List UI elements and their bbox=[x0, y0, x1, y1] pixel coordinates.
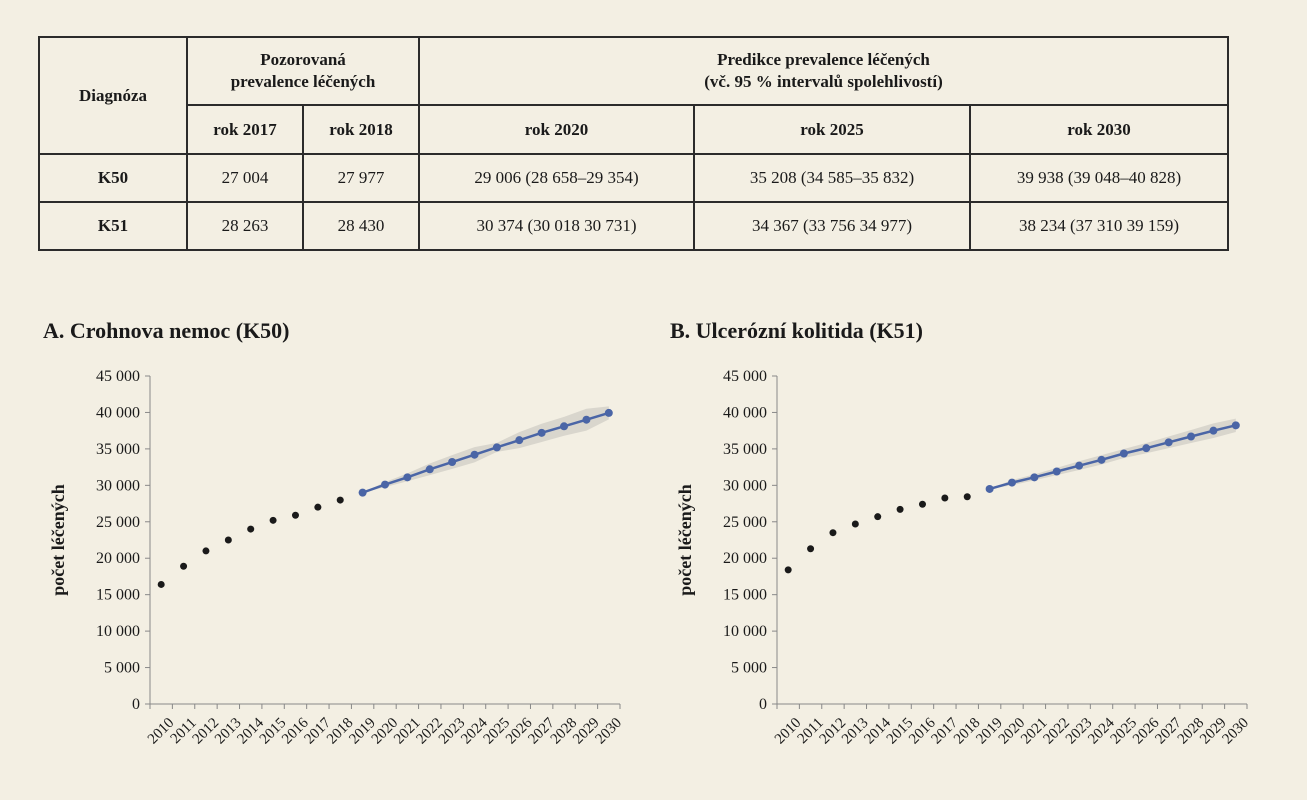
predicted-point bbox=[1142, 444, 1151, 453]
y-tick-label: 45 000 bbox=[723, 368, 767, 385]
table-cell: 27 004 bbox=[186, 153, 304, 203]
y-tick-label: 15 000 bbox=[723, 587, 767, 604]
predicted-point bbox=[492, 443, 501, 452]
predicted-point bbox=[1187, 432, 1196, 441]
y-axis-label: počet léčených bbox=[48, 484, 68, 595]
header-predicted: Predikce prevalence léčených (vč. 95 % i… bbox=[418, 36, 1229, 106]
y-tick-label: 0 bbox=[132, 696, 140, 713]
table-cell: 39 938 (39 048–40 828) bbox=[969, 153, 1229, 203]
predicted-point bbox=[470, 450, 479, 459]
observed-point bbox=[918, 500, 926, 508]
predicted-point bbox=[381, 480, 389, 489]
prevalence-table: Diagnóza Pozorovaná prevalence léčených … bbox=[38, 36, 1229, 251]
y-tick-label: 10 000 bbox=[723, 623, 767, 640]
y-tick-label: 45 000 bbox=[96, 368, 140, 385]
observed-point bbox=[314, 503, 322, 511]
y-tick-label: 35 000 bbox=[96, 441, 140, 458]
observed-point bbox=[336, 496, 344, 504]
predicted-point bbox=[560, 422, 569, 431]
observed-point bbox=[829, 529, 837, 537]
y-axis-label: počet léčených bbox=[675, 484, 695, 595]
y-tick-label: 5 000 bbox=[104, 660, 140, 677]
table-cell: 35 208 (34 585–35 832) bbox=[693, 153, 971, 203]
observed-point bbox=[291, 511, 299, 519]
observed-point bbox=[180, 562, 188, 570]
predicted-point bbox=[582, 415, 591, 424]
predicted-point bbox=[448, 458, 457, 467]
table-cell: 27 977 bbox=[302, 153, 420, 203]
predicted-point bbox=[425, 465, 434, 474]
predicted-point bbox=[1209, 426, 1218, 435]
confidence-band bbox=[989, 418, 1236, 489]
table-cell: 30 374 (30 018 30 731) bbox=[418, 201, 695, 251]
table-row: K51 28 263 28 430 30 374 (30 018 30 731)… bbox=[38, 201, 1229, 251]
table-cell: 28 430 bbox=[302, 201, 420, 251]
table-cell: 38 234 (37 310 39 159) bbox=[969, 201, 1229, 251]
observed-point bbox=[202, 547, 210, 555]
header-year: rok 2018 bbox=[302, 104, 420, 155]
header-year: rok 2017 bbox=[186, 104, 304, 155]
row-label: K50 bbox=[38, 153, 188, 203]
table-row: K50 27 004 27 977 29 006 (28 658–29 354)… bbox=[38, 153, 1229, 203]
y-tick-label: 40 000 bbox=[723, 404, 767, 421]
y-tick-label: 10 000 bbox=[96, 623, 140, 640]
header-observed: Pozorovaná prevalence léčených bbox=[186, 36, 420, 106]
header-year: rok 2025 bbox=[693, 104, 971, 155]
predicted-point bbox=[403, 473, 412, 482]
predicted-point bbox=[1119, 449, 1128, 458]
table-cell: 34 367 (33 756 34 977) bbox=[693, 201, 971, 251]
predicted-point bbox=[985, 484, 994, 493]
y-tick-label: 20 000 bbox=[96, 550, 140, 567]
predicted-point bbox=[537, 428, 546, 437]
x-tick-label: 2030 bbox=[593, 715, 626, 748]
y-tick-label: 20 000 bbox=[723, 550, 767, 567]
observed-point bbox=[963, 493, 971, 501]
header-observed-line1: Pozorovaná bbox=[260, 50, 346, 69]
table-cell: 29 006 (28 658–29 354) bbox=[418, 153, 695, 203]
predicted-point bbox=[515, 436, 524, 445]
predicted-point bbox=[1008, 478, 1016, 487]
row-label: K51 bbox=[38, 201, 188, 251]
predicted-point bbox=[604, 408, 613, 417]
y-tick-label: 25 000 bbox=[723, 514, 767, 531]
predicted-point bbox=[1030, 473, 1039, 482]
observed-point bbox=[269, 516, 277, 524]
observed-point bbox=[896, 505, 904, 513]
predicted-point bbox=[1231, 421, 1240, 430]
chart-title-a: A. Crohnova nemoc (K50) bbox=[43, 318, 290, 343]
chart-title-b: B. Ulcerózní kolitida (K51) bbox=[670, 318, 923, 343]
header-year: rok 2030 bbox=[969, 104, 1229, 155]
y-tick-label: 30 000 bbox=[723, 477, 767, 494]
header-predicted-line2: (vč. 95 % intervalů spolehlivostí) bbox=[704, 72, 943, 91]
observed-point bbox=[224, 536, 232, 544]
predicted-point bbox=[1097, 455, 1106, 464]
y-tick-label: 40 000 bbox=[96, 404, 140, 421]
y-tick-label: 25 000 bbox=[96, 514, 140, 531]
predicted-point bbox=[1052, 467, 1061, 476]
observed-point bbox=[157, 580, 165, 588]
predicted-point bbox=[358, 488, 367, 497]
y-tick-label: 5 000 bbox=[731, 660, 767, 677]
y-tick-label: 30 000 bbox=[96, 477, 140, 494]
chart-b: počet léčených 0 5 000 10 000 15 000 20 000 25… bbox=[675, 368, 1253, 748]
observed-point bbox=[874, 513, 882, 521]
observed-point bbox=[851, 520, 859, 528]
observed-point bbox=[807, 545, 815, 553]
chart-a: počet léčených 0 5 000 10 000 15 000 20 000 25… bbox=[48, 368, 626, 748]
header-year: rok 2020 bbox=[418, 104, 695, 155]
header-diagnosis: Diagnóza bbox=[38, 36, 188, 155]
predicted-line bbox=[989, 424, 1237, 491]
y-tick-label: 15 000 bbox=[96, 587, 140, 604]
y-tick-label: 0 bbox=[759, 696, 767, 713]
predicted-point bbox=[1075, 461, 1084, 470]
x-tick-label: 2030 bbox=[1220, 715, 1253, 748]
header-observed-line2: prevalence léčených bbox=[230, 72, 376, 91]
observed-point bbox=[784, 566, 792, 574]
y-tick-label: 35 000 bbox=[723, 441, 767, 458]
predicted-point bbox=[1164, 438, 1173, 447]
observed-point bbox=[941, 494, 949, 502]
table-cell: 28 263 bbox=[186, 201, 304, 251]
observed-point bbox=[247, 525, 255, 533]
header-predicted-line1: Predikce prevalence léčených bbox=[717, 50, 930, 69]
